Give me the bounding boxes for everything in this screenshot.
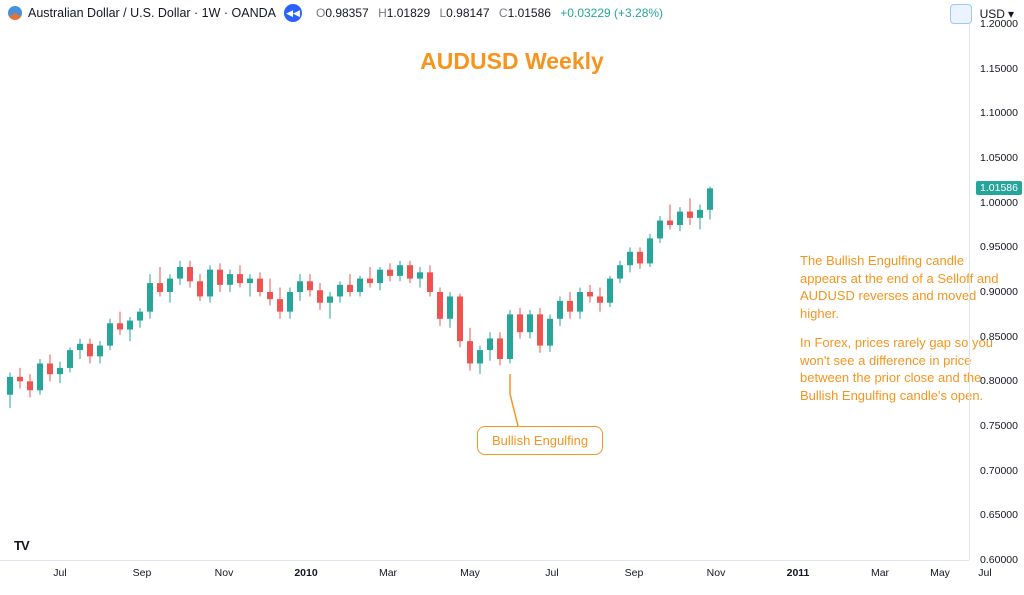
- x-tick: Jul: [545, 567, 558, 579]
- y-tick: 0.80000: [980, 375, 1018, 387]
- x-axis[interactable]: JulSepNov2010MarMayJulSepNov2011MarMayJu…: [0, 560, 969, 595]
- ohlc-readout: O0.98357 H1.01829 L0.98147 C1.01586 +0.0…: [310, 6, 663, 20]
- x-tick: Sep: [625, 567, 644, 579]
- x-tick: 2011: [787, 567, 810, 579]
- chart-area[interactable]: Bullish Engulfing The Bullish Engulfing …: [0, 24, 969, 560]
- tradingview-logo: TV: [14, 538, 29, 553]
- symbol-logo-icon: [8, 6, 22, 20]
- x-tick: May: [460, 567, 480, 579]
- x-tick: Mar: [871, 567, 889, 579]
- x-tick: Jul: [978, 567, 991, 579]
- y-tick: 1.00000: [980, 197, 1018, 209]
- x-tick: Nov: [215, 567, 234, 579]
- x-tick: 2010: [294, 567, 317, 579]
- x-tick: Sep: [133, 567, 152, 579]
- y-tick: 0.60000: [980, 554, 1018, 566]
- x-tick: Jul: [53, 567, 66, 579]
- pair-title: Australian Dollar / U.S. Dollar · 1W · O…: [28, 6, 276, 20]
- x-tick: May: [930, 567, 950, 579]
- callout-label[interactable]: Bullish Engulfing: [477, 426, 603, 455]
- y-tick: 0.95000: [980, 241, 1018, 253]
- last-price-badge: 1.01586: [976, 181, 1022, 195]
- y-tick: 0.65000: [980, 509, 1018, 521]
- y-tick: 1.20000: [980, 18, 1018, 30]
- y-tick: 0.75000: [980, 420, 1018, 432]
- replay-button[interactable]: ◀◀: [284, 4, 302, 22]
- y-tick: 1.05000: [980, 152, 1018, 164]
- x-tick: Mar: [379, 567, 397, 579]
- y-tick: 0.85000: [980, 331, 1018, 343]
- y-tick: 1.10000: [980, 107, 1018, 119]
- settings-toggle-button[interactable]: [950, 4, 972, 24]
- y-axis[interactable]: 1.200001.150001.100001.050001.000000.950…: [969, 24, 1024, 560]
- x-tick: Nov: [707, 567, 726, 579]
- topbar: Australian Dollar / U.S. Dollar · 1W · O…: [8, 4, 1016, 22]
- y-tick: 0.90000: [980, 286, 1018, 298]
- y-tick: 1.15000: [980, 63, 1018, 75]
- y-tick: 0.70000: [980, 465, 1018, 477]
